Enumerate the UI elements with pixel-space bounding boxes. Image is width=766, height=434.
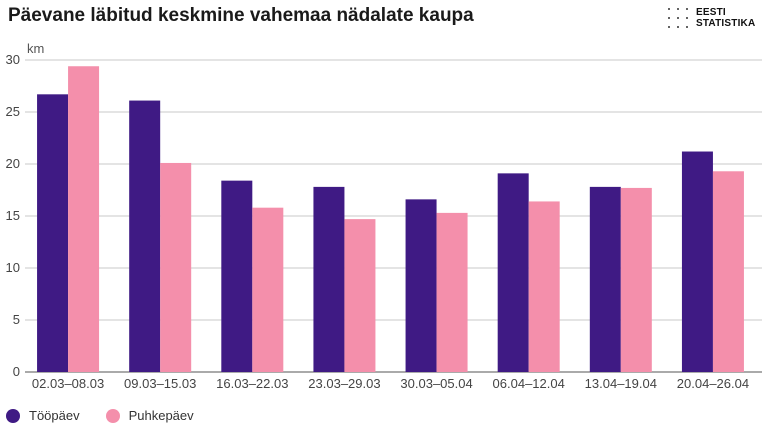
bar-series-2[interactable] bbox=[68, 66, 100, 373]
bar-series-1[interactable] bbox=[405, 199, 437, 372]
y-tick-label: 10 bbox=[6, 260, 20, 275]
bar-series-1[interactable] bbox=[221, 180, 253, 372]
y-tick-labels: 0 5 10 15 20 25 30 bbox=[6, 52, 20, 379]
bar-series-2[interactable] bbox=[712, 171, 744, 372]
x-tick-label: 13.04–19.04 bbox=[585, 376, 657, 391]
bar-series-2[interactable] bbox=[344, 219, 376, 372]
logo-dots-icon bbox=[668, 8, 692, 30]
logo-dot bbox=[677, 8, 679, 10]
legend-item-series-2[interactable]: Puhkepäev bbox=[105, 408, 194, 423]
legend-label-series-2: Puhkepäev bbox=[128, 408, 194, 423]
bar-series-1[interactable] bbox=[681, 151, 713, 372]
logo-dot bbox=[668, 8, 670, 10]
legend-item-series-1[interactable]: Tööpäev bbox=[6, 408, 80, 423]
logo-dot bbox=[668, 17, 670, 19]
logo-dot bbox=[686, 8, 688, 10]
y-tick-label: 0 bbox=[13, 364, 20, 379]
logo-dot bbox=[677, 17, 679, 19]
x-tick-label: 06.04–12.04 bbox=[493, 376, 565, 391]
y-axis-label: km bbox=[27, 41, 44, 56]
x-tick-labels: 02.03–08.03 09.03–15.03 16.03–22.03 23.03–2… bbox=[32, 376, 749, 391]
y-tick-label: 5 bbox=[13, 312, 20, 327]
x-tick-label: 09.03–15.03 bbox=[124, 376, 196, 391]
bar-series-2[interactable] bbox=[252, 207, 284, 372]
legend-label-series-1: Tööpäev bbox=[29, 408, 80, 423]
y-tick-label: 25 bbox=[6, 104, 20, 119]
legend-swatch-series-1 bbox=[6, 408, 20, 423]
x-tick-label: 23.03–29.03 bbox=[308, 376, 380, 391]
bar-series-2[interactable] bbox=[436, 212, 468, 372]
logo-dot bbox=[686, 17, 688, 19]
x-tick-label: 02.03–08.03 bbox=[32, 376, 104, 391]
eesti-statistika-logo: EESTI STATISTIKA bbox=[668, 6, 764, 32]
logo-dot bbox=[668, 26, 670, 28]
bar-series-2[interactable] bbox=[160, 162, 192, 372]
legend: Tööpäev Puhkepäev bbox=[6, 408, 194, 423]
bar-series-1[interactable] bbox=[497, 173, 529, 372]
y-tick-label: 20 bbox=[6, 156, 20, 171]
x-tick-label: 30.03–05.04 bbox=[400, 376, 472, 391]
logo-dot bbox=[677, 26, 679, 28]
bar-series-2[interactable] bbox=[528, 201, 560, 372]
x-tick-label: 16.03–22.03 bbox=[216, 376, 288, 391]
chart-title: Päevane läbitud keskmine vahemaa nädalat… bbox=[8, 5, 474, 26]
bar-series-2[interactable] bbox=[620, 187, 652, 372]
logo-line-2: STATISTIKA bbox=[696, 18, 756, 29]
bar-series-1[interactable] bbox=[129, 100, 161, 372]
y-tick-label: 15 bbox=[6, 208, 20, 223]
legend-swatch-series-2 bbox=[105, 408, 120, 423]
logo-line-1: EESTI bbox=[696, 7, 726, 18]
bars bbox=[37, 66, 744, 373]
bar-series-1[interactable] bbox=[313, 186, 345, 372]
x-tick-label: 20.04–26.04 bbox=[677, 376, 749, 391]
logo-dot bbox=[686, 26, 688, 28]
bar-series-1[interactable] bbox=[37, 94, 69, 372]
y-tick-label: 30 bbox=[6, 52, 20, 67]
bar-series-1[interactable] bbox=[589, 186, 621, 372]
